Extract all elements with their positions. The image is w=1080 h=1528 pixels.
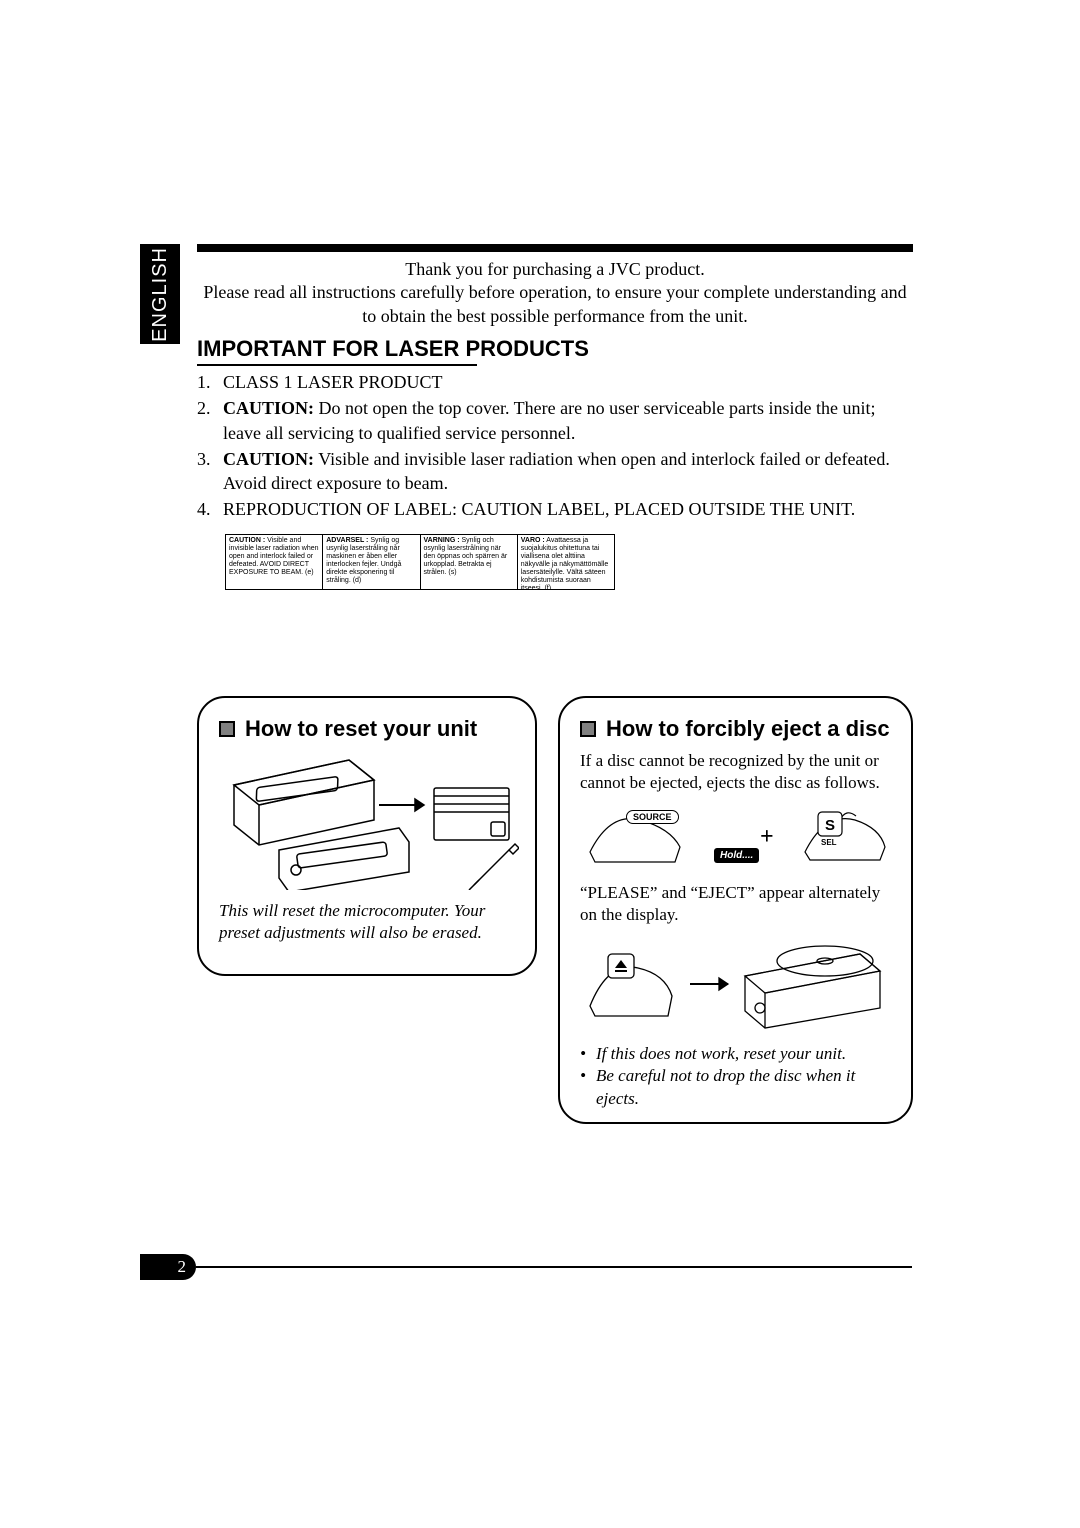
intro-line1: Thank you for purchasing a JVC product.	[197, 258, 913, 281]
laser-item: 4. REPRODUCTION OF LABEL: CAUTION LABEL,…	[197, 497, 913, 521]
page-number: 2	[140, 1254, 196, 1280]
eject-title: How to forcibly eject a disc	[580, 716, 891, 742]
laser-item-text: CAUTION: Visible and invisible laser rad…	[223, 447, 913, 496]
eject-bullets: •If this does not work, reset your unit.…	[580, 1043, 891, 1109]
laser-item-text: REPRODUCTION OF LABEL: CAUTION LABEL, PL…	[223, 497, 855, 521]
eject-box: How to forcibly eject a disc If a disc c…	[558, 696, 913, 1124]
intro-block: Thank you for purchasing a JVC product. …	[197, 258, 913, 328]
caution-col: VARNING : Synlig och osynlig laserstråln…	[420, 535, 517, 589]
square-bullet-icon	[219, 721, 235, 737]
laser-item-text: CLASS 1 LASER PRODUCT	[223, 370, 443, 394]
eject-buttons-illustration: S SOURCE + SEL Hold....	[580, 802, 890, 872]
laser-item: 3. CAUTION: Visible and invisible laser …	[197, 447, 913, 496]
svg-text:S: S	[825, 817, 835, 834]
caution-label-reproduction: CAUTION : Visible and invisible laser ra…	[225, 534, 615, 590]
header-bar	[197, 244, 913, 252]
hold-badge: Hold....	[714, 848, 759, 863]
plus-icon: +	[760, 824, 774, 851]
laser-list: 1. CLASS 1 LASER PRODUCT 2. CAUTION: Do …	[197, 370, 913, 524]
language-label: ENGLISH	[149, 247, 172, 342]
reset-box: How to reset your unit	[197, 696, 537, 976]
square-bullet-icon	[580, 721, 596, 737]
eject-after-text: “PLEASE” and “EJECT” appear alternately …	[580, 882, 891, 926]
caution-col: CAUTION : Visible and invisible laser ra…	[226, 535, 322, 589]
reset-illustration	[219, 750, 519, 890]
language-tab: ENGLISH	[140, 244, 180, 344]
footer-rule	[196, 1266, 912, 1268]
reset-title: How to reset your unit	[219, 716, 515, 742]
intro-line2: Please read all instructions carefully b…	[197, 281, 913, 328]
caution-col: VARO : Avattaessa ja suojalukitus ohitet…	[517, 535, 614, 589]
laser-section-title: IMPORTANT FOR LASER PRODUCTS	[197, 336, 589, 366]
eject-intro: If a disc cannot be recognized by the un…	[580, 750, 891, 794]
laser-item-text: CAUTION: Do not open the top cover. Ther…	[223, 396, 913, 445]
reset-note: This will reset the microcomputer. Your …	[219, 900, 515, 944]
eject-disc-illustration	[580, 936, 890, 1031]
source-label: SOURCE	[626, 810, 679, 824]
laser-title-text: IMPORTANT FOR LASER PRODUCTS	[197, 336, 589, 361]
sel-label: SEL	[821, 838, 837, 847]
laser-item: 2. CAUTION: Do not open the top cover. T…	[197, 396, 913, 445]
laser-item: 1. CLASS 1 LASER PRODUCT	[197, 370, 913, 394]
caution-col: ADVARSEL : Synlig og usynlig laserstråli…	[322, 535, 419, 589]
